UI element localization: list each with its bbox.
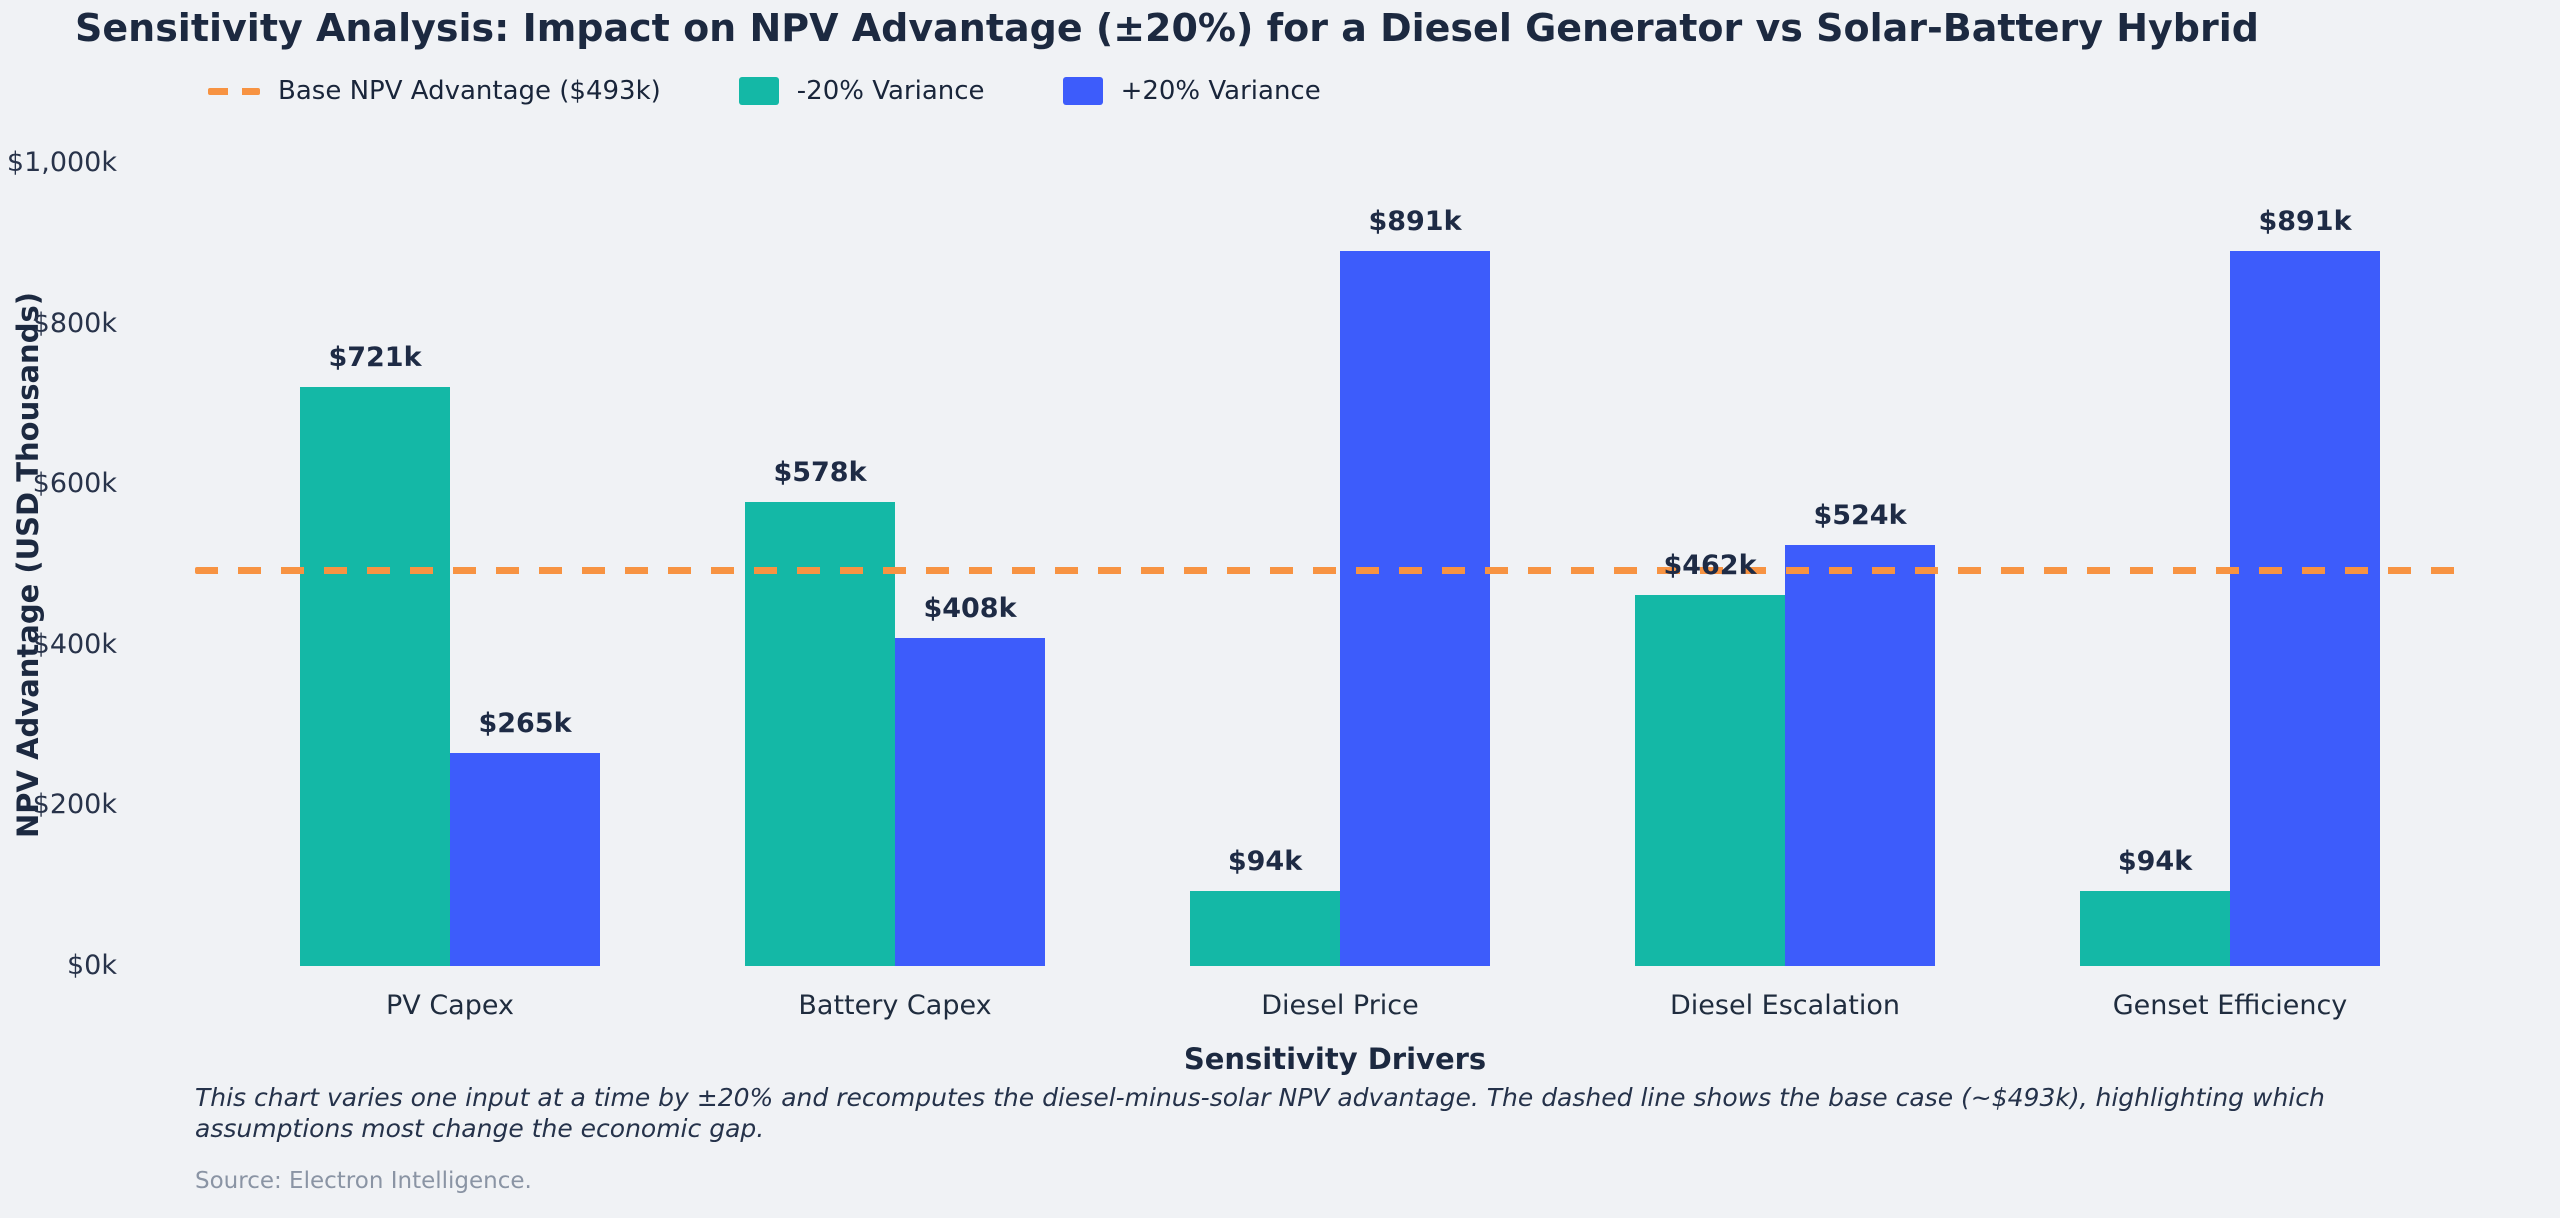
bar-genset-efficiency-minus20: [2080, 890, 2230, 966]
x-axis-category-diesel-price: Diesel Price: [1261, 990, 1419, 1021]
bar-genset-efficiency-plus20: [2230, 250, 2380, 966]
legend-item-plus20: +20% Variance: [1062, 76, 1321, 106]
bar-value-label-pv-capex-minus20: $721k: [328, 342, 422, 374]
source: Source: Electron Intelligence.: [195, 1168, 532, 1194]
bar-diesel-escalation-minus20: [1635, 595, 1785, 966]
bar-pv-capex-minus20: [300, 387, 450, 966]
chart-title: Sensitivity Analysis: Impact on NPV Adva…: [75, 6, 2259, 50]
plus20-swatch-icon: [1062, 77, 1103, 105]
bar-value-label-battery-capex-minus20: $578k: [773, 456, 867, 488]
y-axis-tick-label: $600k: [32, 468, 117, 500]
minus20-swatch-icon: [738, 77, 779, 105]
x-axis-title: Sensitivity Drivers: [1183, 1042, 1487, 1076]
legend-label-baseline: Base NPV Advantage ($493k): [278, 76, 661, 106]
bar-value-label-diesel-price-plus20: $891k: [1368, 205, 1462, 237]
baseline-dash-icon: [208, 87, 260, 95]
bar-diesel-escalation-plus20: [1785, 545, 1935, 966]
bar-value-label-diesel-escalation-minus20: $462k: [1663, 550, 1757, 581]
legend-label-minus20: -20% Variance: [796, 76, 985, 106]
y-axis-tick-label: $0k: [67, 950, 117, 981]
bar-pv-capex-plus20: [450, 753, 600, 966]
bar-value-label-diesel-price-minus20: $94k: [1227, 845, 1303, 877]
bar-value-label-pv-capex-plus20: $265k: [478, 708, 572, 740]
y-axis-tick-label: $800k: [32, 307, 117, 339]
baseline-dashed-line: [195, 567, 2472, 575]
caption: This chart varies one input at a time by…: [195, 1083, 2325, 1143]
legend: Base NPV Advantage ($493k) -20% Variance…: [208, 76, 1321, 106]
bar-value-label-genset-efficiency-plus20: $891k: [2258, 205, 2352, 237]
bar-value-label-diesel-escalation-plus20: $524k: [1813, 500, 1907, 532]
y-axis-tick-label: $400k: [32, 628, 117, 660]
y-axis-tick-label: $200k: [32, 789, 117, 821]
bar-diesel-price-plus20: [1340, 250, 1490, 966]
x-axis-category-battery-capex: Battery Capex: [798, 990, 992, 1021]
bar-battery-capex-minus20: [745, 501, 895, 966]
bar-diesel-price-minus20: [1190, 890, 1340, 966]
bar-value-label-battery-capex-plus20: $408k: [923, 593, 1017, 625]
x-axis-category-pv-capex: PV Capex: [386, 990, 514, 1021]
legend-item-minus20: -20% Variance: [738, 76, 985, 106]
legend-label-plus20: +20% Variance: [1120, 76, 1321, 106]
bar-battery-capex-plus20: [895, 638, 1045, 966]
legend-item-baseline: Base NPV Advantage ($493k): [208, 76, 661, 106]
x-axis-category-diesel-escalation: Diesel Escalation: [1670, 990, 1900, 1021]
bar-value-label-genset-efficiency-minus20: $94k: [2117, 845, 2193, 877]
y-axis-tick-label: $1,000k: [6, 147, 117, 178]
x-axis-category-genset-efficiency: Genset Efficiency: [2112, 990, 2348, 1021]
